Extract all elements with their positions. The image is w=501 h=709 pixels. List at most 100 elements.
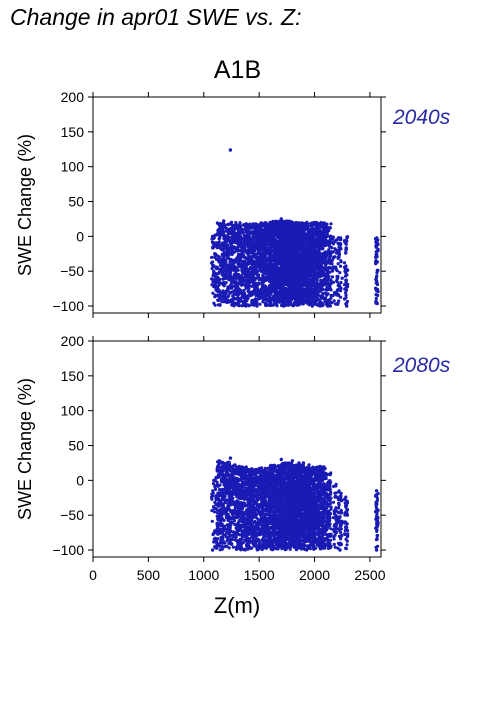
data-point xyxy=(276,265,280,270)
data-point xyxy=(240,230,244,234)
data-point xyxy=(325,293,329,297)
data-point xyxy=(217,237,221,241)
data-point xyxy=(286,234,290,238)
data-point xyxy=(260,235,264,239)
data-point xyxy=(215,289,219,293)
data-point xyxy=(224,281,228,285)
data-point xyxy=(283,266,287,271)
panel-label-2040s: 2040s xyxy=(393,106,451,129)
data-point xyxy=(305,224,309,229)
data-point xyxy=(335,280,339,284)
data-point xyxy=(251,225,255,229)
data-point xyxy=(238,234,243,238)
data-point xyxy=(309,279,313,283)
data-point xyxy=(246,241,250,245)
data-point xyxy=(251,253,255,257)
data-point xyxy=(218,260,222,264)
data-point xyxy=(237,262,241,266)
data-point xyxy=(297,272,301,276)
data-point xyxy=(308,246,313,250)
data-point xyxy=(215,265,219,269)
data-point xyxy=(232,225,236,229)
data-point xyxy=(262,278,266,282)
data-point xyxy=(256,252,260,256)
data-point xyxy=(260,276,264,280)
data-point xyxy=(374,287,378,291)
data-point xyxy=(301,227,306,232)
data-point xyxy=(319,231,323,236)
data-point xyxy=(238,253,242,257)
data-point xyxy=(309,241,313,245)
data-point xyxy=(273,256,277,260)
data-point xyxy=(288,262,292,266)
data-point xyxy=(269,246,273,251)
data-point xyxy=(260,284,265,288)
data-point xyxy=(280,257,284,261)
data-point xyxy=(270,223,275,227)
data-point xyxy=(219,478,223,483)
data-point xyxy=(219,472,224,477)
data-point xyxy=(321,296,325,300)
data-point xyxy=(239,226,243,230)
data-point xyxy=(265,265,269,270)
x-tick-label: 500 xyxy=(137,567,161,583)
data-point xyxy=(317,249,321,254)
data-point xyxy=(231,297,235,301)
data-point xyxy=(266,289,270,293)
data-point xyxy=(275,253,280,257)
y-tick-label: 200 xyxy=(61,89,85,105)
data-point xyxy=(275,269,279,273)
data-point xyxy=(374,296,378,301)
data-point xyxy=(281,304,286,308)
data-point xyxy=(315,221,320,225)
data-point xyxy=(211,489,215,493)
data-point xyxy=(263,256,267,260)
data-point xyxy=(326,304,330,308)
data-point xyxy=(218,503,222,508)
data-point xyxy=(237,275,241,279)
data-point xyxy=(224,291,228,295)
data-point xyxy=(216,473,220,477)
data-point xyxy=(231,545,235,549)
x-tick-label: 0 xyxy=(89,567,97,583)
data-point xyxy=(211,260,215,264)
data-point xyxy=(319,247,323,251)
data-point xyxy=(324,229,328,233)
data-point xyxy=(324,267,329,271)
data-point xyxy=(275,226,279,230)
data-point xyxy=(302,300,306,304)
data-point xyxy=(336,250,340,254)
data-point xyxy=(308,262,312,266)
data-point xyxy=(306,238,310,243)
x-tick-label: 1500 xyxy=(244,567,275,583)
data-point xyxy=(219,538,223,543)
data-point xyxy=(262,265,267,269)
data-point xyxy=(220,488,224,492)
data-point xyxy=(275,222,279,227)
data-point xyxy=(229,220,234,225)
data-point xyxy=(262,249,266,253)
data-point xyxy=(211,245,215,249)
data-point xyxy=(280,226,284,230)
data-point xyxy=(342,283,347,287)
data-point xyxy=(257,292,261,296)
data-point xyxy=(250,232,255,236)
data-point xyxy=(241,262,245,266)
data-point xyxy=(255,300,259,304)
data-point xyxy=(228,271,233,275)
data-point xyxy=(331,265,335,269)
y-tick-label: 200 xyxy=(61,333,85,349)
data-point xyxy=(315,287,319,291)
data-point xyxy=(290,224,295,228)
data-point xyxy=(236,284,240,288)
data-point xyxy=(296,290,300,294)
data-point xyxy=(269,303,273,307)
data-point xyxy=(315,240,319,244)
data-point xyxy=(247,231,251,235)
data-point xyxy=(279,270,284,274)
data-point xyxy=(216,284,220,288)
data-point xyxy=(218,548,222,552)
data-point xyxy=(299,295,303,299)
data-point xyxy=(224,226,228,230)
